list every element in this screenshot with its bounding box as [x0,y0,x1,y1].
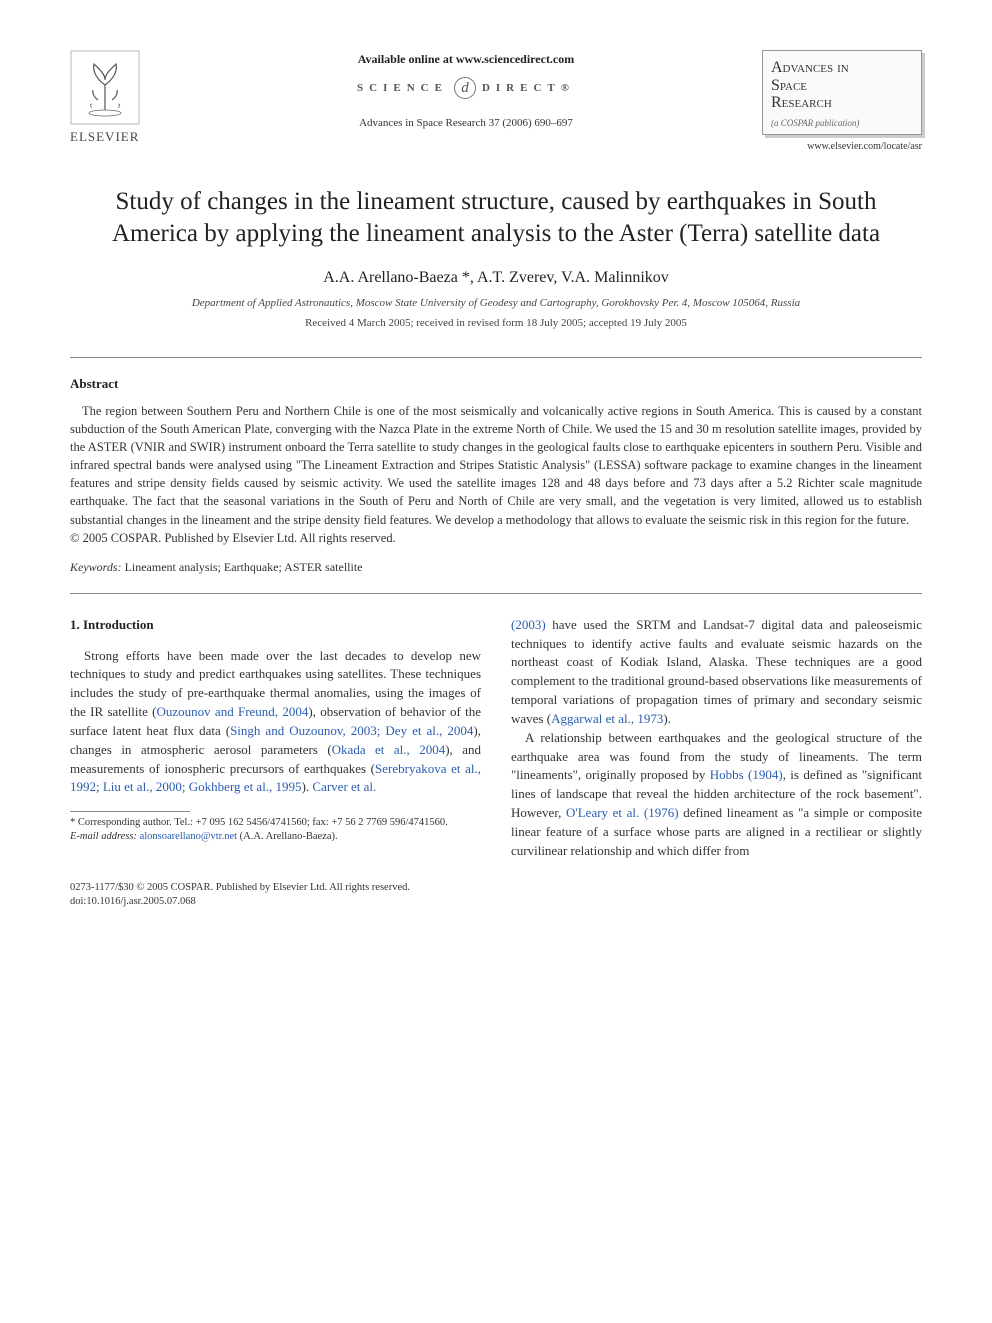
keywords-label: Keywords: [70,560,122,574]
publisher-block: ELSEVIER [70,50,170,145]
journal-url: www.elsevier.com/locate/asr [762,141,922,152]
journal-subtitle: (a COSPAR publication) [771,118,913,128]
affiliation: Department of Applied Astronautics, Mosc… [70,297,922,309]
rule-below-keywords [70,593,922,594]
journal-reference: Advances in Space Research 37 (2006) 690… [170,117,762,129]
citation-link[interactable]: Okada et al., 2004 [332,742,446,757]
citation-link[interactable]: (2003) [511,617,546,632]
journal-box-block: Advances in Space Research (a COSPAR pub… [762,50,922,152]
body-columns: 1. Introduction Strong efforts have been… [70,616,922,861]
journal-title-line2: Space [771,77,913,95]
page-header: ELSEVIER Available online at www.science… [70,50,922,152]
article-title: Study of changes in the lineament struct… [90,186,902,251]
sd-right-text: DIRECT® [482,82,575,94]
elsevier-tree-icon [70,50,140,125]
section-1-heading: 1. Introduction [70,616,481,635]
available-online-text: Available online at www.sciencedirect.co… [170,52,762,67]
corresponding-author-footnote: * Corresponding author. Tel.: +7 095 162… [70,816,481,830]
intro-para-1-cont: (2003) have used the SRTM and Landsat-7 … [511,616,922,729]
sd-d-icon: d [454,77,476,99]
abstract-body: The region between Southern Peru and Nor… [70,402,922,529]
column-left: 1. Introduction Strong efforts have been… [70,616,481,861]
history-dates: Received 4 March 2005; received in revis… [70,317,922,329]
citation-link[interactable]: Aggarwal et al., 1973 [551,711,663,726]
publisher-name: ELSEVIER [70,129,170,145]
header-center: Available online at www.sciencedirect.co… [170,50,762,129]
column-right: (2003) have used the SRTM and Landsat-7 … [511,616,922,861]
citation-link[interactable]: Singh and Ouzounov, 2003; Dey et al., 20… [230,723,473,738]
intro-para-2: A relationship between earthquakes and t… [511,729,922,861]
journal-title-box: Advances in Space Research (a COSPAR pub… [762,50,922,135]
doi-line: doi:10.1016/j.asr.2005.07.068 [70,895,922,909]
journal-title-line1: Advances in [771,59,913,77]
keywords-line: Keywords: Lineament analysis; Earthquake… [70,560,922,575]
keywords-text: Lineament analysis; Earthquake; ASTER sa… [122,560,363,574]
citation-link[interactable]: Carver et al. [312,779,376,794]
sd-left-text: SCIENCE [357,82,448,94]
email-footnote: E-mail address: alonsoarellano@vtr.net (… [70,830,481,844]
sciencedirect-logo: SCIENCE d DIRECT® [357,77,575,99]
text-run: ). [663,711,671,726]
abstract-copyright: © 2005 COSPAR. Published by Elsevier Ltd… [70,531,922,546]
email-label: E-mail address: [70,831,137,842]
citation-link[interactable]: Ouzounov and Freund, 2004 [156,704,308,719]
footnote-rule [70,811,190,812]
text-run: ). [302,779,313,794]
intro-para-1: Strong efforts have been made over the l… [70,647,481,798]
email-link[interactable]: alonsoarellano@vtr.net [137,831,237,842]
bottom-copyright: 0273-1177/$30 © 2005 COSPAR. Published b… [70,881,922,909]
abstract-heading: Abstract [70,376,922,392]
journal-title-line3: Research [771,94,913,112]
text-run: have used the SRTM and Landsat-7 digital… [511,617,922,726]
citation-link[interactable]: O'Leary et al. (1976) [566,805,679,820]
citation-link[interactable]: Hobbs (1904) [710,767,783,782]
issn-line: 0273-1177/$30 © 2005 COSPAR. Published b… [70,881,922,895]
authors: A.A. Arellano-Baeza *, A.T. Zverev, V.A.… [70,269,922,287]
email-tail: (A.A. Arellano-Baeza). [237,831,338,842]
rule-above-abstract [70,357,922,358]
